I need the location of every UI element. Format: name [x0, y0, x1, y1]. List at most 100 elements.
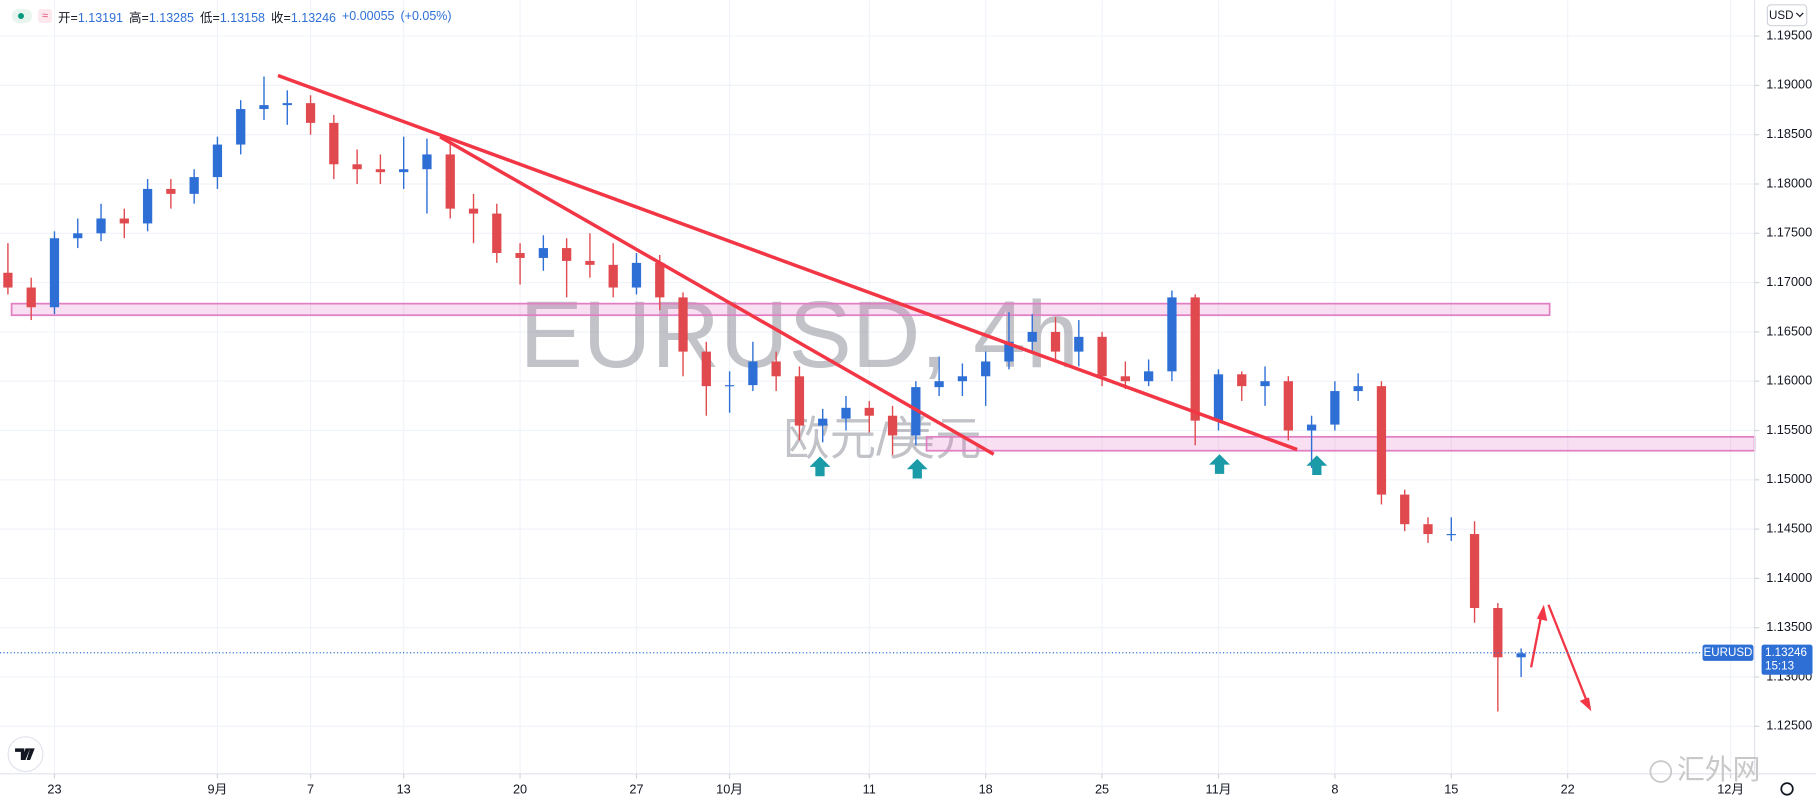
candle-body: [189, 177, 199, 194]
candle-body: [1516, 653, 1526, 658]
x-tick-label: 10月: [716, 781, 743, 796]
candle-body: [794, 376, 805, 426]
candle-body: [981, 361, 991, 377]
candle-body: [1144, 371, 1154, 382]
price-tag-bg: [1761, 644, 1813, 675]
change-pct: (+0.05%): [400, 9, 452, 23]
candle-body: [887, 415, 898, 436]
overlay: EURUSD 1.13246 15:13: [0, 644, 1813, 675]
x-tick-label: 8: [1331, 781, 1338, 796]
candle-body: [748, 361, 758, 386]
candle-body: [259, 105, 269, 110]
grid: [0, 0, 1755, 774]
candle-body: [1306, 424, 1317, 431]
candle-body: [585, 260, 595, 265]
candle-body: [1400, 494, 1410, 525]
trend-line: [439, 135, 995, 456]
y-tick-label: 1.17500: [1766, 225, 1812, 240]
y-tick-label: 1.12500: [1766, 718, 1812, 733]
candle-body: [1330, 391, 1340, 425]
candle-body: [771, 361, 781, 377]
candle-body: [3, 272, 13, 288]
y-tick-label: 1.16500: [1766, 323, 1812, 338]
x-tick-label: 15: [1444, 781, 1458, 796]
candle-body: [1353, 386, 1363, 392]
candle-body: [212, 144, 223, 178]
candle-body: [282, 103, 292, 106]
candle-body: [631, 262, 642, 288]
y-tick-label: 1.14000: [1766, 570, 1812, 585]
annotations: [277, 73, 1592, 712]
candle-body: [678, 297, 688, 352]
candle-body: [73, 233, 83, 239]
candle-body: [701, 351, 711, 387]
candle-body: [957, 376, 968, 382]
y-tick-label: 1.18000: [1766, 175, 1812, 190]
ohlc-item: 开=1.13191: [58, 7, 123, 26]
candle-body: [236, 109, 246, 145]
ohlc-item: 收=1.13246: [271, 7, 336, 26]
settings-icon[interactable]: [1780, 782, 1794, 796]
x-tick-label: 18: [979, 781, 993, 796]
candles: [3, 76, 1526, 712]
y-tick-label: 1.15000: [1766, 471, 1812, 486]
change: +0.00055: [342, 9, 395, 23]
candle-body: [818, 418, 828, 426]
candle-body: [608, 264, 618, 288]
watermark-subtitle: 欧元/美元: [783, 413, 981, 465]
candle-body: [1074, 336, 1084, 352]
candle-body: [166, 188, 176, 194]
candle-body: [1469, 534, 1480, 608]
candle-body: [492, 213, 502, 254]
arrow-head: [1536, 604, 1548, 621]
up-arrow: [906, 458, 928, 479]
ohlc-label: 收=: [271, 10, 291, 25]
candle-body: [26, 287, 36, 308]
price-tag: 1.13246: [1765, 647, 1807, 659]
candle-body: [1120, 376, 1130, 382]
ohlc-header: ≈ 开=1.13191 高=1.13285 低=1.13158 收=1.13246 +…: [12, 6, 452, 26]
replay-badge[interactable]: ≈: [38, 9, 52, 23]
candle-body: [1213, 374, 1224, 421]
y-tick-label: 1.16000: [1766, 373, 1812, 388]
y-tick-label: 1.17000: [1766, 274, 1812, 289]
y-tick-label: 1.19500: [1766, 27, 1812, 42]
candle-body: [562, 248, 572, 261]
ohlc-label: 低=: [200, 10, 220, 25]
candle-body: [864, 407, 874, 416]
candle-body: [1190, 297, 1200, 421]
x-tick-label: 11: [863, 781, 876, 796]
candle-body: [329, 122, 339, 165]
candle-body: [515, 253, 525, 258]
symbol-tag-bg: [1702, 644, 1754, 661]
ohlc-value: 1.13285: [148, 10, 194, 25]
candle-body: [538, 248, 548, 258]
candle-body: [1097, 336, 1107, 377]
x-tick-label: 11月: [1206, 781, 1232, 796]
x-tick-label: 7: [307, 781, 314, 796]
x-tick-label: 9月: [208, 781, 228, 796]
candle-body: [934, 381, 944, 388]
zones: [10, 302, 1756, 452]
candle-body: [1050, 331, 1061, 352]
forecast-up: [1529, 613, 1543, 668]
candle-body: [305, 103, 316, 123]
candle-body: [1004, 341, 1014, 362]
countdown: 15:13: [1765, 661, 1794, 673]
y-tick-label: 1.14500: [1766, 520, 1812, 535]
currency-button[interactable]: [1766, 4, 1808, 27]
y-tick-label: 1.15500: [1766, 422, 1812, 437]
candle-body: [1376, 386, 1387, 495]
y-tick-label: 1.19000: [1766, 77, 1812, 92]
candle-body: [1167, 297, 1177, 372]
candle-body: [352, 164, 362, 170]
resistance-zone: [10, 302, 1551, 317]
arrow-head: [1579, 697, 1592, 712]
candle-body: [1260, 381, 1270, 387]
candle-body: [1446, 534, 1456, 536]
ohlc-label: 高=: [129, 10, 149, 25]
candle-body: [1493, 607, 1503, 658]
currency[interactable]: USD: [1769, 10, 1793, 22]
